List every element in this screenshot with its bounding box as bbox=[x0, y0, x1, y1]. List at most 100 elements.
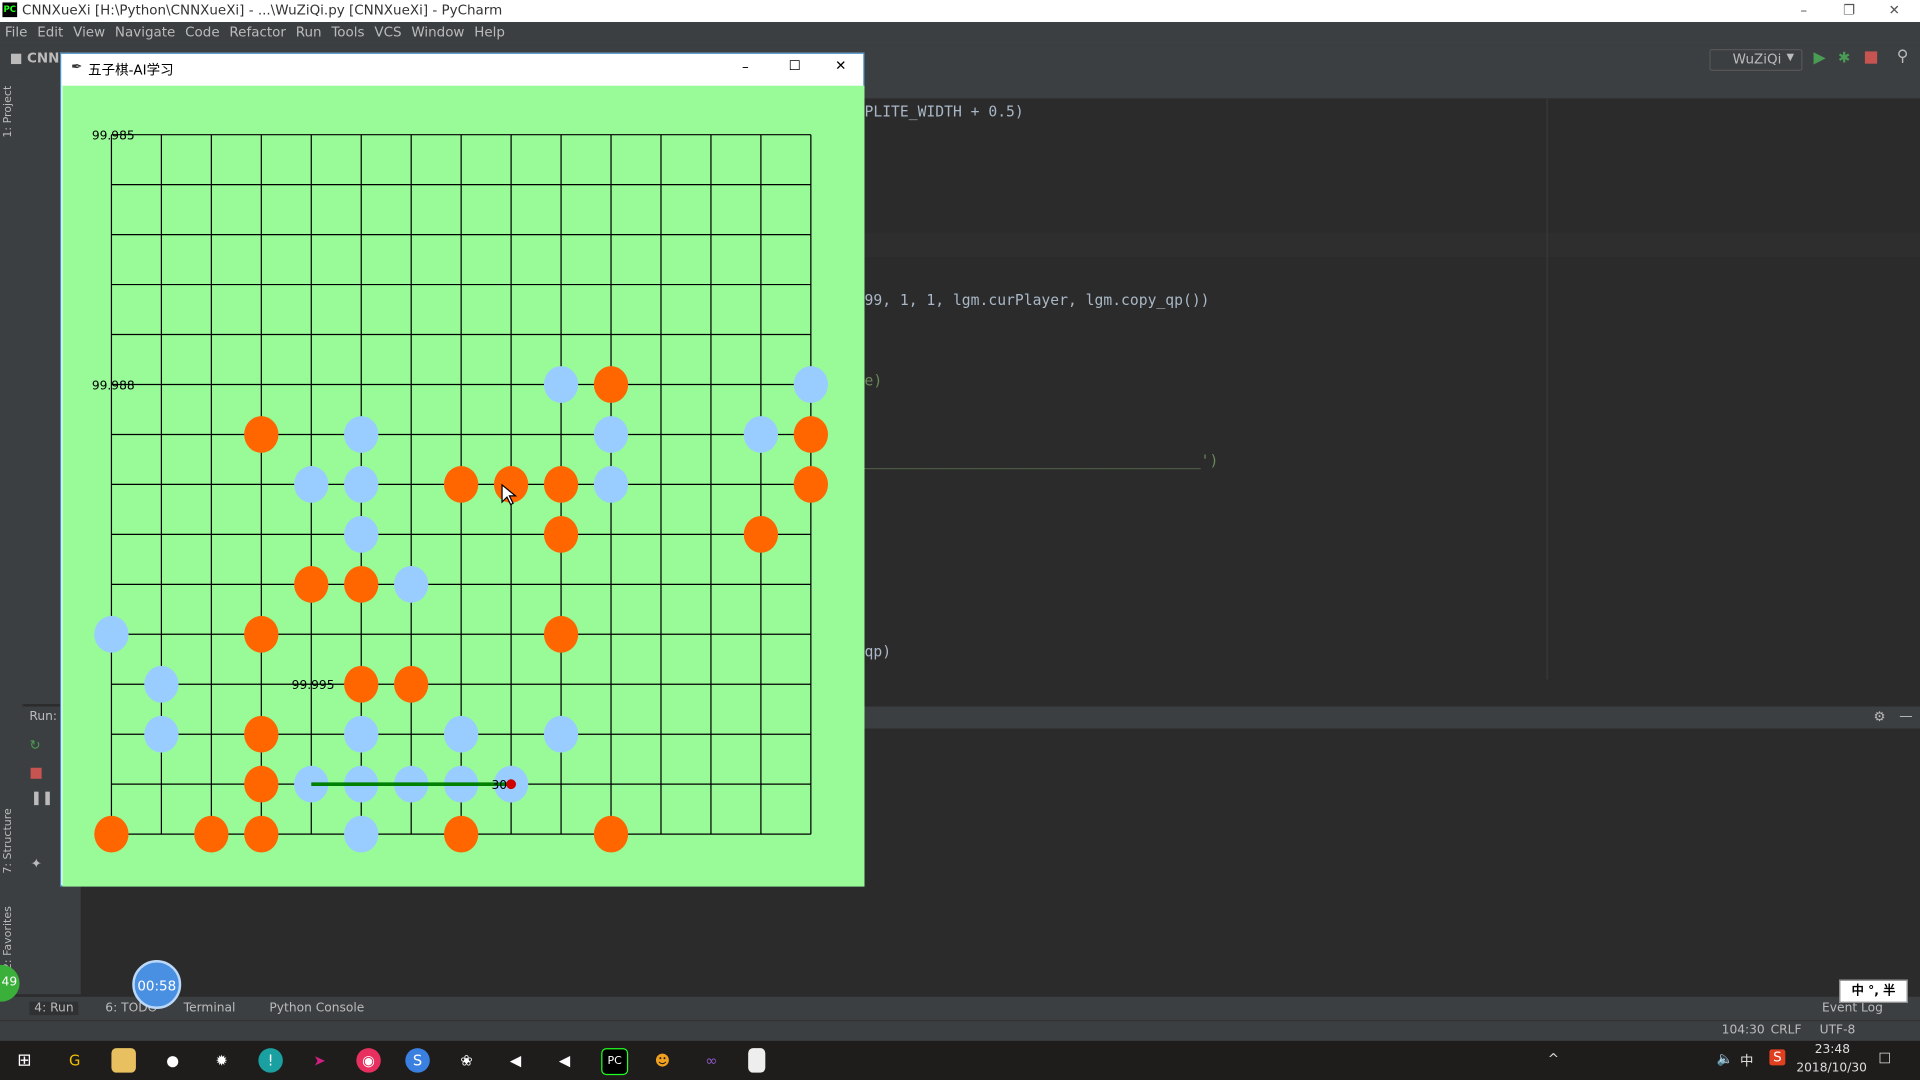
gear-icon[interactable]: ⚙ bbox=[1873, 708, 1886, 725]
minimize-icon[interactable]: – bbox=[1800, 2, 1808, 19]
menu-run[interactable]: Run bbox=[295, 24, 322, 41]
file-explorer-icon[interactable] bbox=[111, 1048, 136, 1073]
orange-stone bbox=[543, 615, 579, 653]
menu-help[interactable]: Help bbox=[474, 24, 505, 41]
project-tool-tab[interactable]: 1: Project bbox=[2, 85, 15, 138]
menu-refactor[interactable]: Refactor bbox=[229, 24, 286, 41]
stop-icon[interactable] bbox=[1864, 51, 1878, 64]
camera-icon[interactable]: ◉ bbox=[356, 1048, 381, 1073]
feather-icon: ✒ bbox=[71, 58, 83, 75]
pin-icon[interactable]: ✦ bbox=[30, 855, 42, 872]
menu-view[interactable]: View bbox=[73, 24, 106, 41]
menu-file[interactable]: File bbox=[4, 24, 28, 41]
blue-stone bbox=[294, 466, 329, 503]
code-line: ______________________________________') bbox=[864, 451, 1219, 469]
orange-stone bbox=[593, 366, 629, 403]
run-icon[interactable]: ▶ bbox=[1813, 48, 1826, 68]
pause-icon[interactable]: ❚❚ bbox=[30, 789, 54, 806]
app-icon[interactable]: ❀ bbox=[460, 1051, 473, 1069]
badge-widget[interactable]: 49 bbox=[0, 964, 20, 1002]
clock-date[interactable]: 2018/10/30 bbox=[1796, 1061, 1867, 1076]
run-config-select[interactable]: WuZiQi ▼ bbox=[1709, 48, 1803, 72]
browser-icon[interactable]: G bbox=[68, 1051, 81, 1069]
debug-icon[interactable]: ✱ bbox=[1837, 48, 1851, 67]
status-bar: 104:30 CRLF UTF-8 bbox=[0, 1020, 1920, 1043]
search-icon[interactable]: ⚲ bbox=[1896, 47, 1909, 67]
close-icon[interactable]: ✕ bbox=[835, 57, 847, 74]
mouse-cursor-icon bbox=[501, 483, 518, 506]
app-icon[interactable]: ☻ bbox=[654, 1051, 671, 1069]
tool-window-tabs: 4: Run 6: TODO Terminal Python Console E… bbox=[0, 995, 1920, 1022]
folder-icon: ■ bbox=[9, 50, 23, 67]
orange-stone bbox=[743, 516, 779, 553]
unity-icon[interactable]: ◀ bbox=[509, 1051, 522, 1069]
app-icon[interactable]: ✹ bbox=[215, 1051, 228, 1069]
orange-stone bbox=[344, 665, 379, 703]
blue-stone bbox=[394, 565, 429, 603]
rerun-icon[interactable]: ↻ bbox=[29, 737, 41, 754]
chevron-down-icon: ▼ bbox=[1786, 51, 1795, 63]
ime-language[interactable]: 中 bbox=[1740, 1053, 1754, 1069]
notepad-icon[interactable] bbox=[748, 1048, 766, 1073]
qq-icon[interactable]: ● bbox=[166, 1051, 180, 1069]
blue-stone bbox=[344, 516, 379, 553]
hide-panel-icon[interactable]: — bbox=[1899, 707, 1913, 724]
file-encoding[interactable]: UTF-8 bbox=[1819, 1023, 1856, 1038]
left-tool-strip: 1: Project 7: Structure 2: Favorites bbox=[0, 73, 24, 995]
cursor-position[interactable]: 104:30 bbox=[1721, 1023, 1765, 1038]
ime-status-bar[interactable]: 中 °, 半 bbox=[1839, 979, 1908, 1003]
visual-studio-icon[interactable]: ∞ bbox=[705, 1051, 718, 1069]
menu-code[interactable]: Code bbox=[185, 24, 220, 41]
current-line-highlight bbox=[864, 232, 1920, 258]
clock-time[interactable]: 23:48 bbox=[1814, 1043, 1851, 1057]
minimize-icon[interactable]: – bbox=[742, 58, 749, 75]
windows-taskbar: ⊞ G ● ✹ ! ➤ ◉ S ❀ ◀ ◀ PC ☻ ∞ ^ 🔈 中 S 23:… bbox=[0, 1040, 1920, 1080]
tab-terminal[interactable]: Terminal bbox=[183, 1001, 236, 1016]
app-icon[interactable]: ! bbox=[258, 1048, 283, 1073]
close-icon[interactable]: ✕ bbox=[1888, 2, 1900, 19]
blue-stone bbox=[344, 715, 379, 753]
restore-icon[interactable]: ❐ bbox=[1842, 2, 1856, 19]
orange-stone bbox=[244, 765, 279, 803]
tab-python-console[interactable]: Python Console bbox=[269, 1001, 365, 1016]
code-line: PLITE_WIDTH + 0.5) bbox=[864, 102, 1024, 121]
blue-stone bbox=[543, 715, 579, 753]
menu-vcs[interactable]: VCS bbox=[374, 24, 402, 41]
maximize-icon[interactable]: ☐ bbox=[788, 57, 801, 74]
menu-edit[interactable]: Edit bbox=[37, 24, 64, 41]
gomoku-window-title: 五子棋-AI学习 bbox=[88, 62, 174, 79]
code-editor[interactable]: PLITE_WIDTH + 0.5) 99, 1, 1, lgm.curPlay… bbox=[864, 99, 1920, 680]
sogou-icon[interactable]: S bbox=[405, 1048, 430, 1073]
notification-icon[interactable]: □ bbox=[1878, 1049, 1892, 1066]
volume-icon[interactable]: 🔈 bbox=[1716, 1050, 1734, 1067]
blue-stone bbox=[543, 366, 579, 403]
windows-start-icon[interactable]: ⊞ bbox=[17, 1050, 32, 1071]
blue-stone bbox=[743, 416, 779, 453]
sogou-ime-icon[interactable]: S bbox=[1769, 1049, 1786, 1066]
tray-chevron-up-icon[interactable]: ^ bbox=[1547, 1050, 1560, 1067]
orange-stone bbox=[394, 665, 429, 703]
orange-stone bbox=[244, 715, 279, 753]
tab-event-log[interactable]: Event Log bbox=[1822, 1001, 1883, 1016]
unity-icon[interactable]: ◀ bbox=[558, 1051, 571, 1069]
stop-run-icon[interactable] bbox=[30, 767, 42, 779]
menu-bar: File Edit View Navigate Code Refactor Run Tools… bbox=[0, 22, 1920, 46]
send-icon[interactable]: ➤ bbox=[313, 1051, 326, 1069]
blue-stone bbox=[593, 466, 629, 503]
menu-window[interactable]: Window bbox=[411, 24, 465, 41]
last-move-marker bbox=[506, 779, 517, 790]
timer-widget[interactable]: 00:58 bbox=[132, 960, 182, 1009]
structure-tool-tab[interactable]: 7: Structure bbox=[2, 808, 15, 874]
line-separator[interactable]: CRLF bbox=[1770, 1023, 1802, 1038]
blue-stone bbox=[344, 466, 379, 503]
favorites-tool-tab[interactable]: 2: Favorites bbox=[2, 906, 15, 971]
menu-navigate[interactable]: Navigate bbox=[114, 24, 176, 41]
project-breadcrumb[interactable]: CNNX bbox=[26, 50, 70, 67]
orange-stone bbox=[793, 416, 829, 453]
tab-run[interactable]: 4: Run bbox=[29, 1001, 79, 1016]
menu-tools[interactable]: Tools bbox=[331, 24, 365, 41]
score-label: 99.985 bbox=[92, 129, 135, 143]
pycharm-taskbar-icon[interactable]: PC bbox=[601, 1048, 629, 1076]
gomoku-window: ✒ 五子棋-AI学习 – ☐ ✕ 99.985 99.988 99.995 300 bbox=[60, 52, 865, 887]
